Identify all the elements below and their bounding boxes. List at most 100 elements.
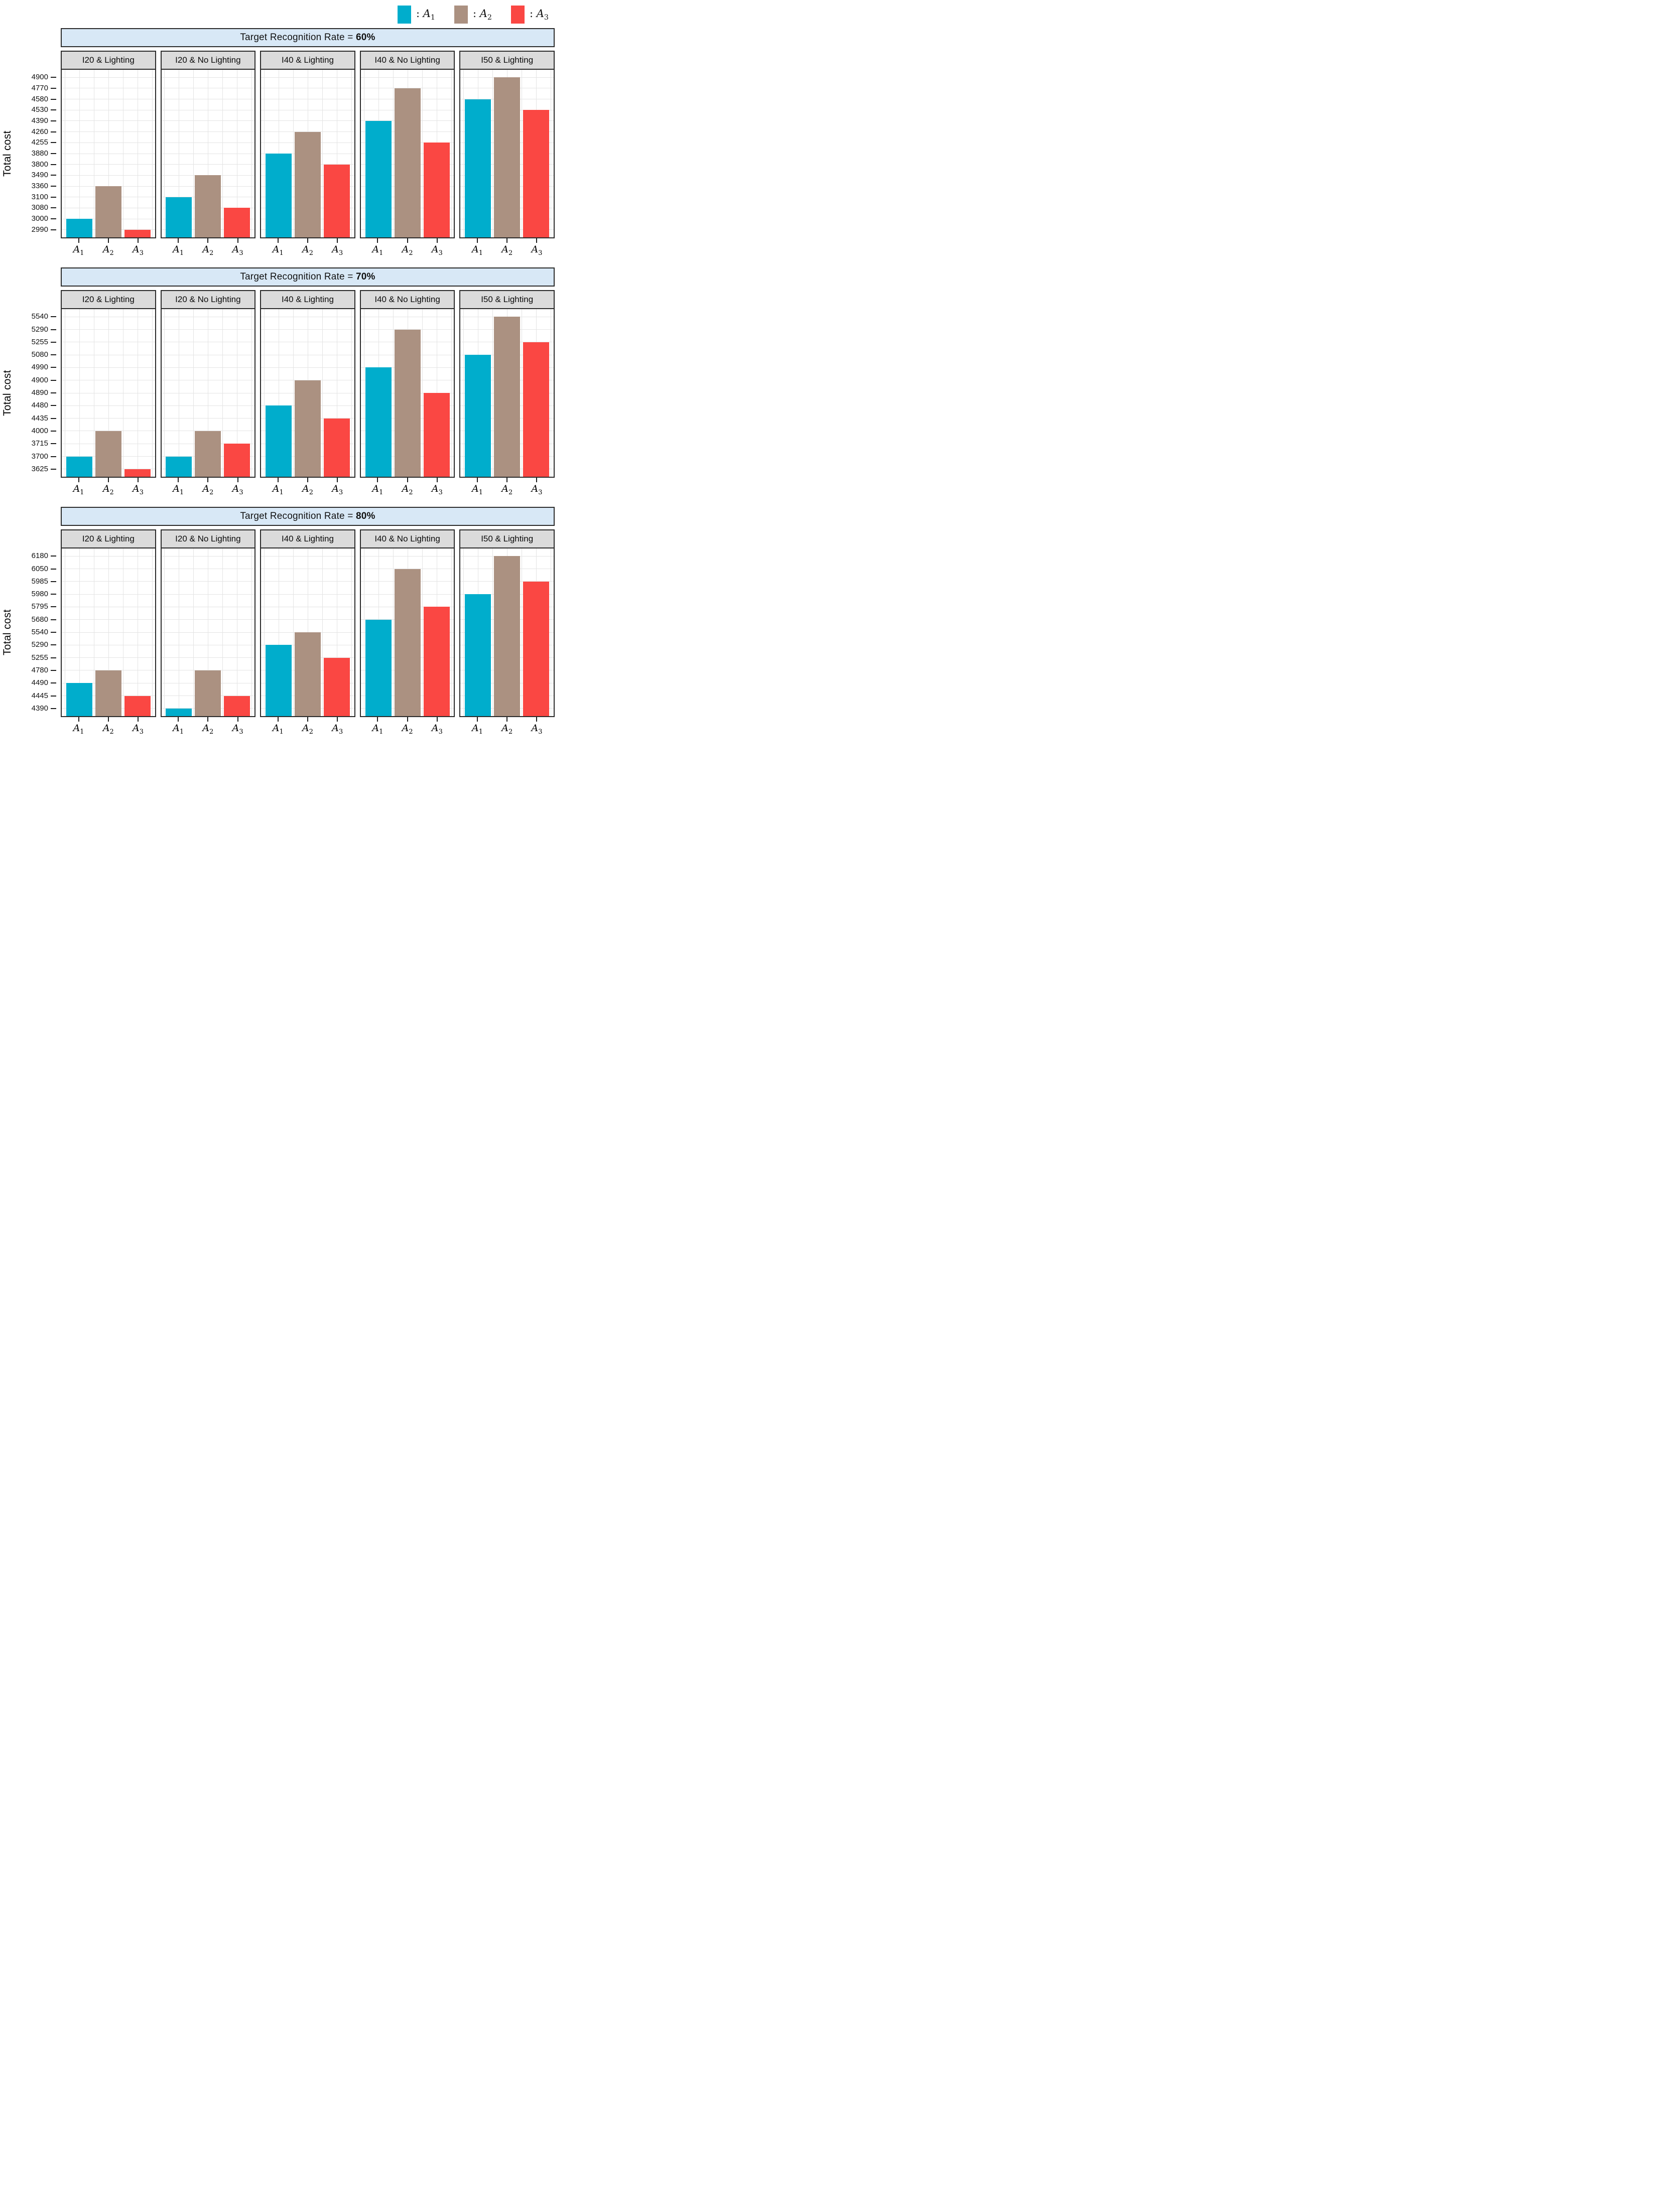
x-tick-mark <box>207 717 209 722</box>
x-category-label-a2-subscript: 2 <box>409 488 413 496</box>
y-tick-label: 6050 <box>31 564 48 573</box>
x-tick-mark <box>178 238 179 243</box>
h-gridline <box>62 77 155 78</box>
legend-label-a1-subscript: 1 <box>430 14 435 22</box>
bar-a3-i50-lighting-60 <box>523 110 550 237</box>
y-axis-row-3: Total cost 4390 4445 4490 4780 5255 5290 5540 56… <box>0 547 56 717</box>
bar-a1-i20-lighting-80 <box>66 683 92 716</box>
h-gridline <box>62 329 155 330</box>
y-tick-mark <box>51 581 56 582</box>
y-tick-mark <box>51 229 56 230</box>
x-category-label-a1-subscript: 1 <box>279 728 284 736</box>
x-tick-mark <box>536 238 538 243</box>
x-tick-mark <box>207 238 209 243</box>
facet-title-i40-no-lighting: I40 & No Lighting <box>359 51 455 69</box>
bar-a2-i20-lighting-70 <box>95 431 121 477</box>
x-category-label-a2-var: A <box>202 483 210 494</box>
x-axis-i20-lighting: A1 A2 A3 <box>61 478 156 500</box>
x-category-label-a2: A2 <box>202 483 213 496</box>
x-category-label-a2-var: A <box>402 483 409 494</box>
y-tick-label: 5255 <box>31 653 48 662</box>
x-category-label-a1-var: A <box>372 723 379 734</box>
h-gridline <box>62 418 155 419</box>
y-tick-mark <box>51 207 56 209</box>
bar-a3-i40-lighting-70 <box>324 418 350 477</box>
h-gridline <box>62 175 155 176</box>
x-tick-mark <box>377 478 378 482</box>
x-tick-mark <box>307 478 308 482</box>
x-category-label-a3-var: A <box>133 483 140 494</box>
y-tick-mark <box>51 142 56 144</box>
facet-title-i20-lighting: I20 & Lighting <box>61 529 156 547</box>
x-category-label-a3-var: A <box>431 483 439 494</box>
h-gridline <box>62 131 155 132</box>
h-gridline <box>360 556 454 557</box>
facet-title-i40-no-lighting: I40 & No Lighting <box>359 290 455 308</box>
h-gridline <box>161 418 255 419</box>
y-tick-label: 4900 <box>31 73 48 82</box>
y-tick-mark <box>51 556 56 557</box>
y-tick-label: 5080 <box>31 350 48 359</box>
x-category-label-a2: A2 <box>501 483 512 496</box>
x-category-label-a2: A2 <box>103 723 114 736</box>
x-axis-i50-lighting: A1 A2 A3 <box>459 478 555 500</box>
y-tick-label: 6180 <box>31 551 48 561</box>
x-category-label-a1: A1 <box>273 723 284 736</box>
x-category-label-a2: A2 <box>402 483 413 496</box>
facet-title-i20-lighting: I20 & Lighting <box>61 290 156 308</box>
bar-a2-i40-no-lighting-60 <box>394 88 421 237</box>
x-category-label-a3: A3 <box>133 244 144 257</box>
y-tick-label: 3080 <box>31 203 48 212</box>
x-category-label-a2-subscript: 2 <box>409 728 413 736</box>
facet-row-title-text: Target Recognition Rate = <box>240 32 353 43</box>
facet-rows-container: Target Recognition Rate = 60% Total cost 2… <box>0 28 556 739</box>
x-category-label-a1-var: A <box>272 483 280 494</box>
panel-i20-no-lighting-70 <box>160 308 256 478</box>
panel-i40-lighting-60 <box>260 69 355 238</box>
h-gridline <box>62 594 155 595</box>
facet-title-i40-lighting: I40 & Lighting <box>260 51 355 69</box>
x-tick-mark <box>138 717 139 722</box>
x-tick-mark <box>107 717 109 722</box>
y-tick-mark <box>51 405 56 406</box>
x-tick-mark <box>178 717 179 722</box>
y-tick-label: 4990 <box>31 363 48 372</box>
x-tick-mark <box>178 478 179 482</box>
legend-label-a3: : A3 <box>530 8 549 22</box>
facet-title-i40-lighting: I40 & Lighting <box>260 529 355 547</box>
h-gridline <box>161 131 255 132</box>
facet-row-80: Target Recognition Rate = 80% Total cost 4… <box>0 507 555 739</box>
x-category-label-a1-var: A <box>173 483 180 494</box>
x-category-label-a2: A2 <box>302 244 313 257</box>
facet-row-title-60: Target Recognition Rate = 60% <box>61 28 555 47</box>
panel-i40-no-lighting-70 <box>359 308 455 478</box>
y-tick-label: 5795 <box>31 602 48 611</box>
y-tick-label: 4490 <box>31 678 48 687</box>
y-tick-label: 4445 <box>31 691 48 700</box>
x-category-label-a2: A2 <box>501 723 512 736</box>
legend-item-a2: : A2 <box>454 6 492 24</box>
y-tick-mark <box>51 120 56 121</box>
y-tick-mark <box>51 175 56 176</box>
bar-a1-i40-no-lighting-60 <box>365 120 392 237</box>
y-tick-mark <box>51 606 56 608</box>
y-tick-label: 4530 <box>31 105 48 114</box>
y-tick-mark <box>51 657 56 658</box>
x-tick-mark <box>307 717 308 722</box>
y-tick-label: 4435 <box>31 413 48 423</box>
bar-a1-i40-lighting-70 <box>266 405 292 477</box>
x-category-label-a1-subscript: 1 <box>179 488 184 496</box>
x-category-label-a2: A2 <box>402 244 413 257</box>
y-tick-mark <box>51 456 56 457</box>
panel-i40-no-lighting-80 <box>359 547 455 717</box>
x-tick-mark <box>536 478 538 482</box>
bar-a2-i50-lighting-80 <box>494 556 521 716</box>
y-tick-mark <box>51 708 56 709</box>
bar-a2-i40-lighting-60 <box>295 131 321 237</box>
legend-label-a2-var: A <box>479 7 487 20</box>
x-axis-i40-no-lighting: A1 A2 A3 <box>360 717 455 739</box>
x-category-label-a2-subscript: 2 <box>209 488 214 496</box>
y-tick-mark <box>51 164 56 165</box>
y-tick-label: 4260 <box>31 127 48 136</box>
facet-row-title-rate: 60% <box>353 32 375 43</box>
